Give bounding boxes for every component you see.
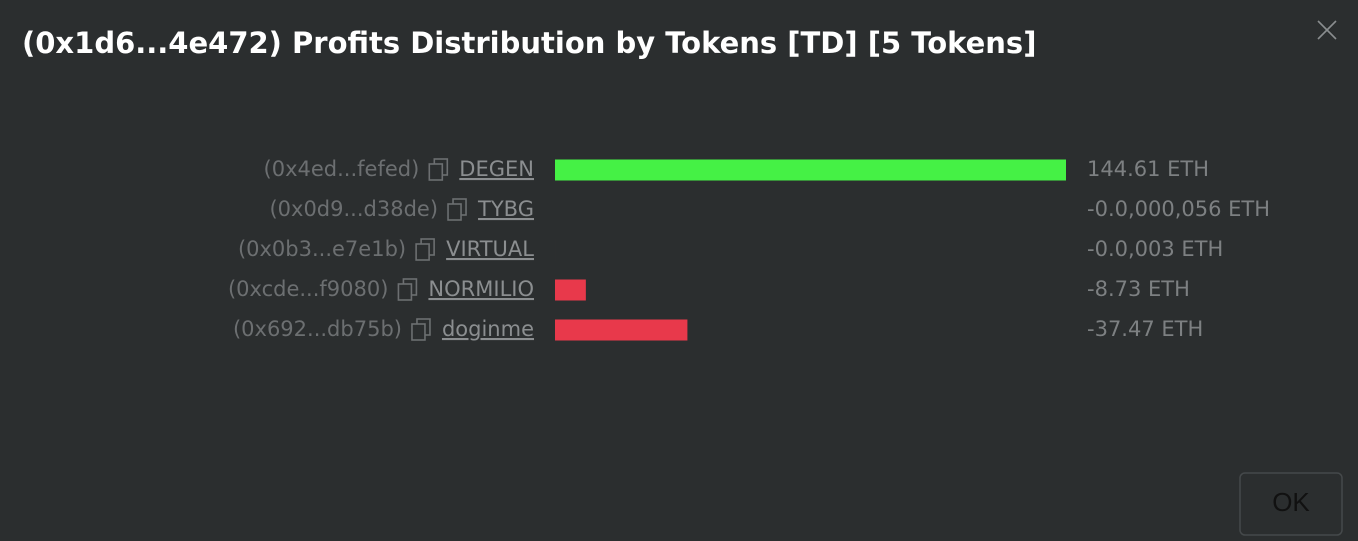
bar — [555, 279, 586, 301]
value-label: 144.61 ETH — [1087, 157, 1209, 181]
copy-icon[interactable] — [415, 238, 435, 261]
ok-button[interactable]: OK — [1239, 472, 1343, 536]
value-label: -37.47 ETH — [1087, 317, 1203, 341]
token-link[interactable]: TYBG — [477, 197, 534, 221]
close-button[interactable] — [1317, 20, 1337, 40]
token-link[interactable]: NORMILIO — [428, 277, 534, 301]
ok-label[interactable]: OK — [1272, 487, 1310, 517]
dialog-title: (0x1d6...4e472) Profits Distribution by … — [22, 26, 1036, 60]
token-address: (0xcde...f9080) — [228, 277, 388, 301]
bar — [555, 159, 1066, 181]
copy-icon-front[interactable] — [428, 163, 444, 181]
copy-icon-front[interactable] — [447, 203, 462, 221]
token-address: (0x692...db75b) — [233, 317, 402, 341]
token-address: (0x0b3...e7e1b) — [238, 237, 406, 261]
value-label: -0.0,000,056 ETH — [1087, 197, 1270, 221]
value-label: -8.73 ETH — [1087, 277, 1190, 301]
token-link[interactable]: VIRTUAL — [446, 237, 534, 261]
copy-icon-front[interactable] — [415, 243, 430, 261]
copy-icon[interactable] — [397, 278, 418, 301]
copy-icon[interactable] — [447, 198, 467, 221]
value-label: -0.0,003 ETH — [1087, 237, 1223, 261]
token-address: (0x4ed...fefed) — [264, 157, 420, 181]
token-address: (0x0d9...d38de) — [269, 197, 438, 221]
token-link[interactable]: DEGEN — [459, 157, 534, 181]
copy-icon-front[interactable] — [411, 323, 426, 341]
token-link[interactable]: doginme — [442, 317, 534, 341]
bar — [555, 319, 688, 341]
copy-icon-front[interactable] — [397, 283, 413, 301]
copy-icon[interactable] — [411, 318, 431, 341]
copy-icon[interactable] — [428, 158, 449, 181]
